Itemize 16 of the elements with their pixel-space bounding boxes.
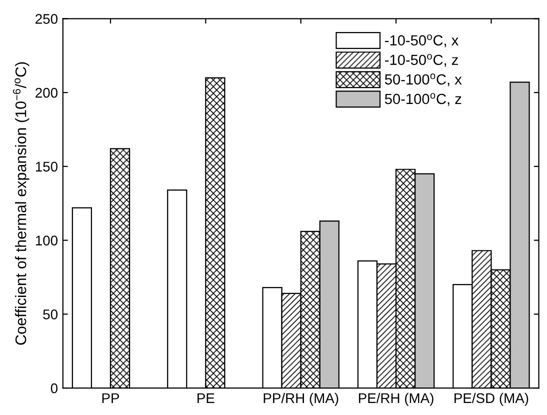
y-tick-label: 0 xyxy=(50,383,58,394)
y-tick-label: 250 xyxy=(36,14,58,24)
y-tick-label: 100 xyxy=(36,236,58,246)
legend-label: 50-100$^{o}$C, z xyxy=(384,93,462,106)
x-tick-label: PE/SD (MA) xyxy=(454,392,528,406)
y-tick-label: 200 xyxy=(36,88,58,98)
x-tick-label: PE xyxy=(198,393,214,403)
x-tick-label: PE/RH (MA) xyxy=(358,392,434,406)
y-tick-label: 50 xyxy=(43,309,58,320)
legend-label: -10-50$^{o}$C, z xyxy=(385,54,458,67)
y-tick-label: 150 xyxy=(36,162,58,172)
x-tick-label: PP xyxy=(102,393,120,403)
legend-label: -10-50$^{o}$C, x xyxy=(385,34,458,48)
x-tick-label: PP/RH (MA) xyxy=(264,392,338,406)
legend-label: 50-100$^{o}$C, x xyxy=(384,74,462,86)
y-axis-title: Coefficient of thermal expansion (10$^{−6}$/$^{o}$C) xyxy=(12,62,30,345)
